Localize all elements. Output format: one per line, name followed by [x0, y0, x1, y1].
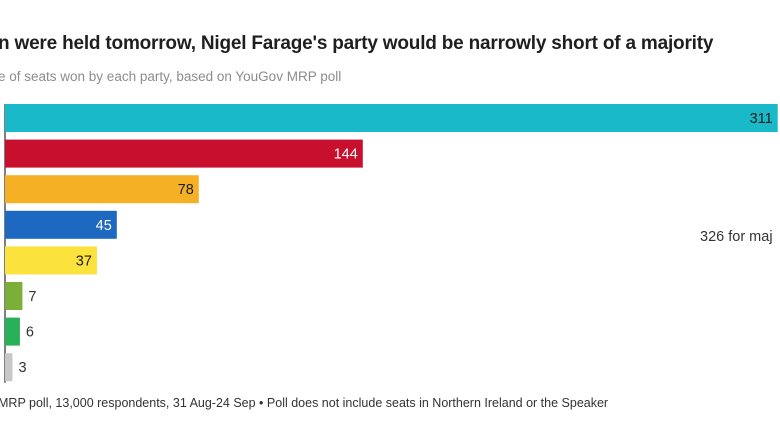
chart-title: n were held tomorrow, Nigel Farage's par… — [0, 33, 714, 54]
bar-value-label-1: 144 — [334, 147, 358, 163]
bar-6 — [5, 317, 20, 346]
bar-value-label-3: 45 — [96, 218, 112, 234]
bar-value-label-2: 78 — [178, 182, 194, 198]
bar-value-label-0: 311 — [750, 111, 773, 127]
bar-5 — [5, 282, 23, 310]
bar-3 — [5, 210, 117, 239]
bar-7 — [5, 353, 13, 382]
majority-annotation: 326 for maj — [700, 229, 773, 245]
bar-value-label-7: 3 — [18, 360, 26, 376]
chart-subtitle: e of seats won by each party, based on Y… — [0, 69, 342, 84]
bar-1 — [5, 139, 363, 168]
chart-source-note: MRP poll, 13,000 respondents, 31 Aug-24 … — [0, 396, 609, 410]
bar-value-label-4: 37 — [76, 253, 92, 269]
bar-value-label-5: 7 — [28, 289, 36, 305]
bar-value-label-6: 6 — [26, 325, 34, 341]
bar-0 — [5, 104, 778, 132]
bar-4 — [5, 246, 97, 275]
bar-2 — [5, 175, 199, 204]
